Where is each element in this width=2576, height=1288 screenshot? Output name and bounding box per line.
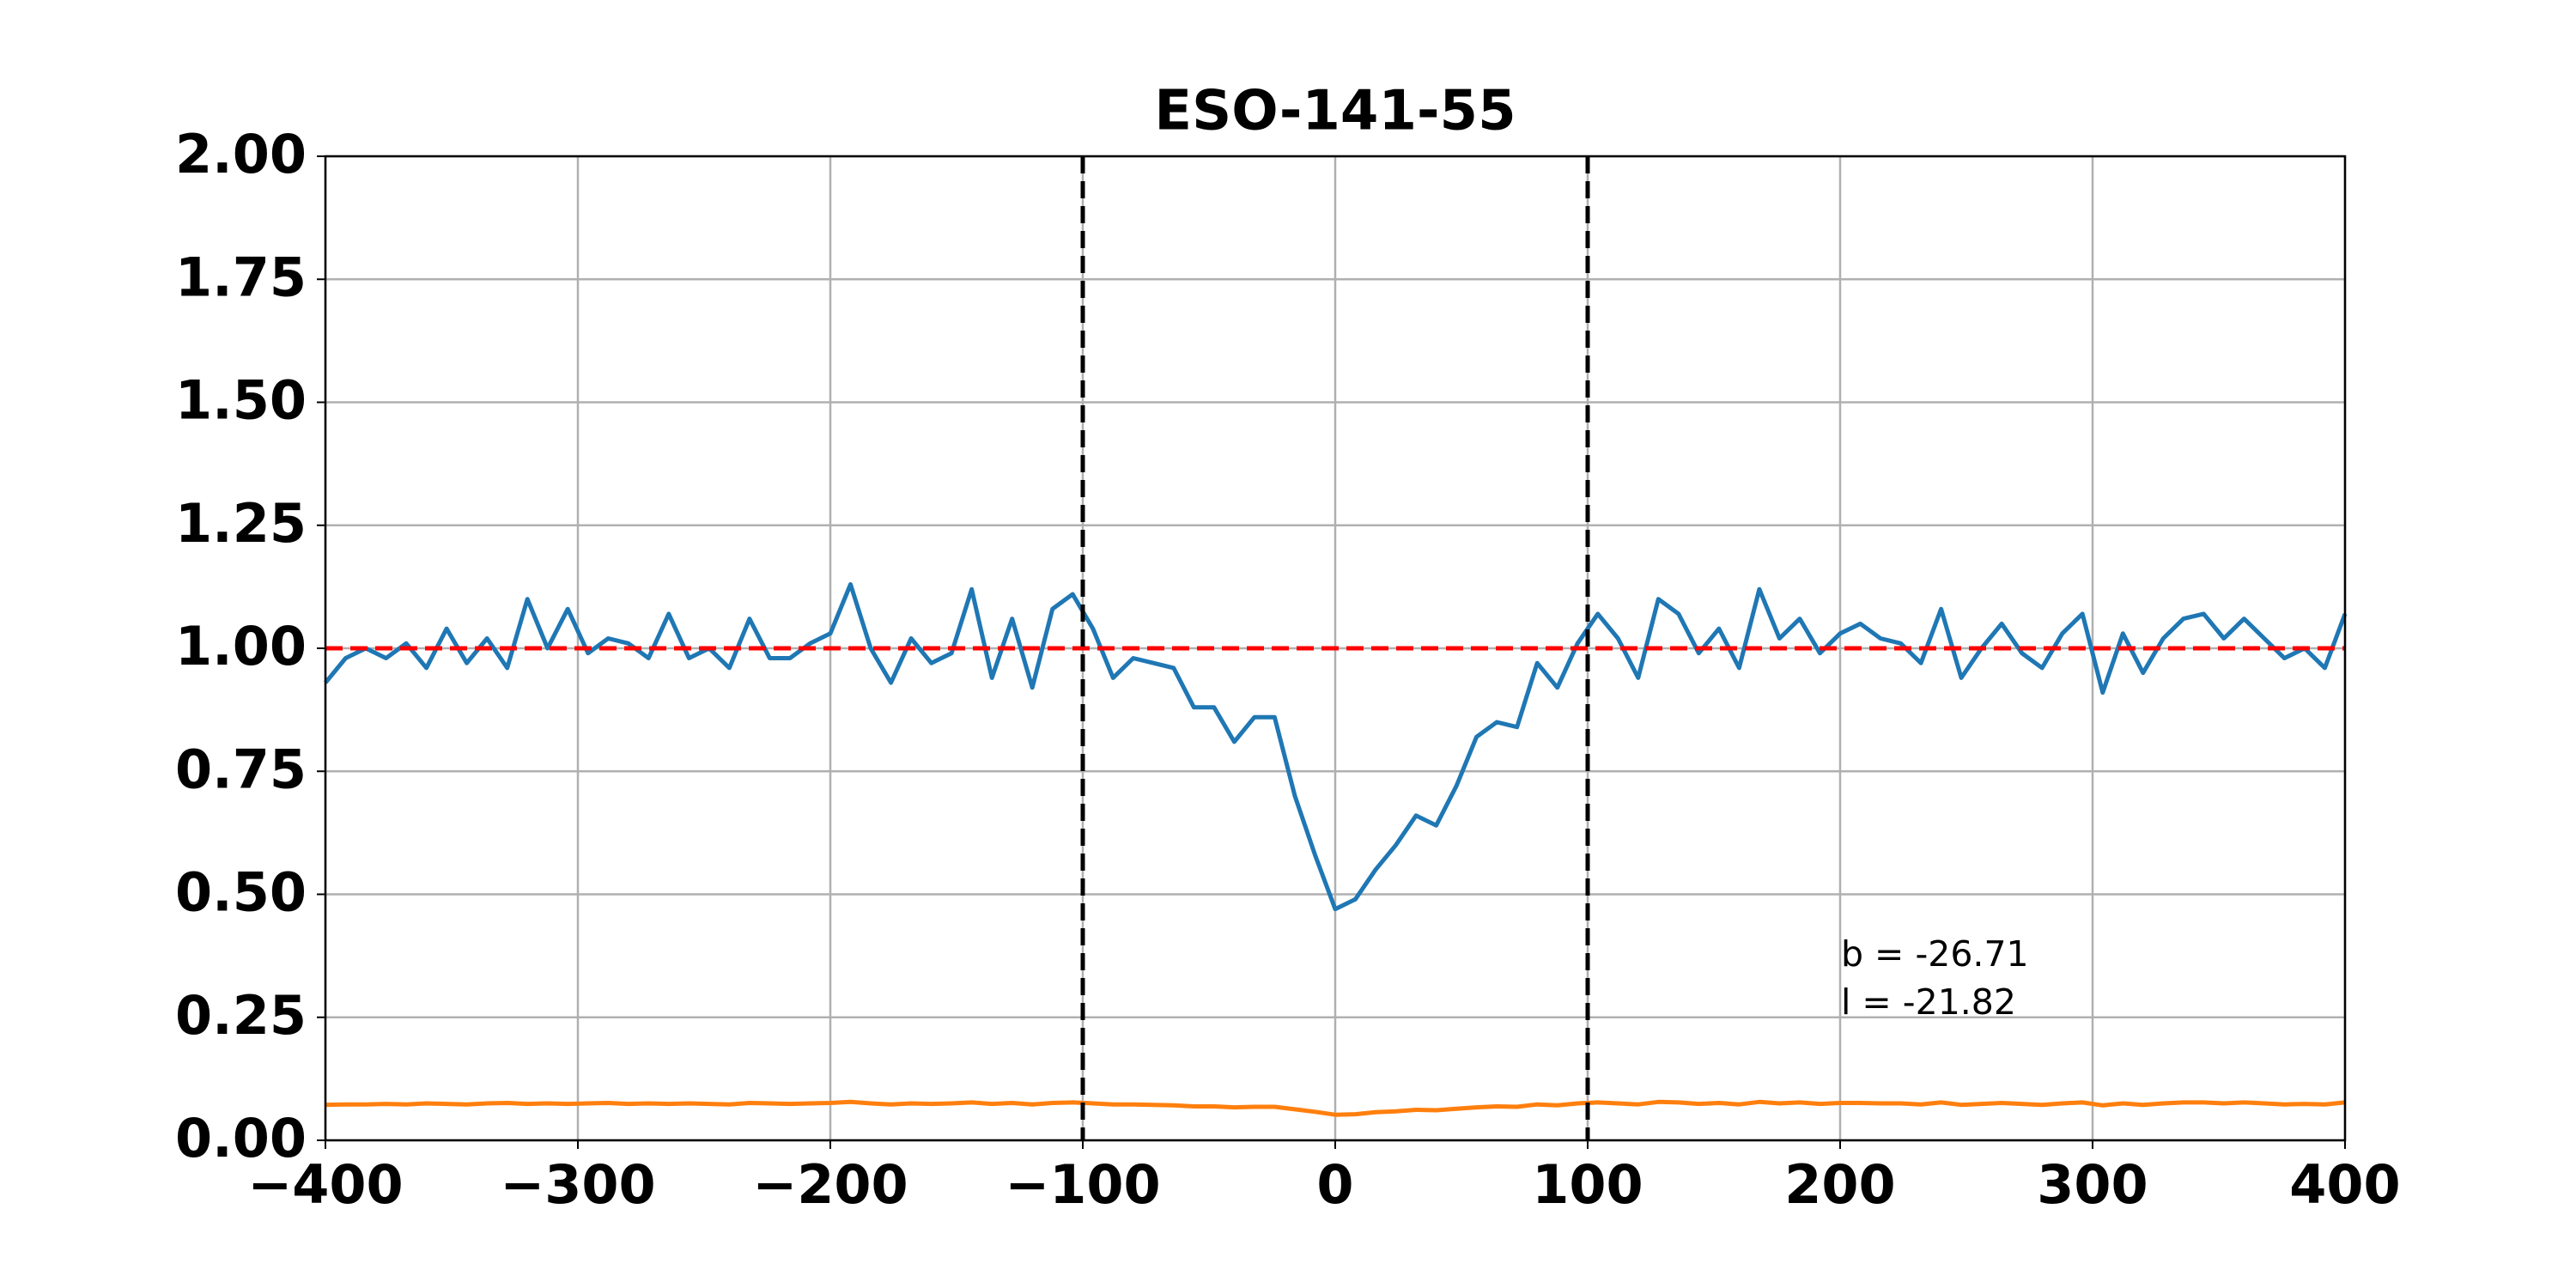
y-tick-label: 1.50	[175, 369, 307, 432]
x-tick-label: 0	[1316, 1153, 1353, 1216]
y-tick-label: 0.75	[175, 738, 307, 800]
x-tick-label: 200	[1784, 1153, 1895, 1216]
x-tick-label: −100	[1005, 1153, 1160, 1216]
annotation: l = -21.82	[1841, 981, 2016, 1023]
y-tick-label: 0.00	[175, 1107, 307, 1170]
y-tick-label: 1.75	[175, 246, 307, 308]
x-tick-label: −200	[752, 1153, 908, 1216]
y-tick-label: 0.50	[175, 861, 307, 924]
chart-title: ESO-141-55	[1154, 80, 1516, 143]
x-tick-label: −400	[247, 1153, 403, 1216]
plot-frame	[324, 155, 2347, 1142]
data-line	[324, 582, 2348, 912]
y-tick-label: 1.25	[175, 492, 307, 555]
y-tick-label: 1.00	[175, 615, 307, 677]
x-tick-label: 300	[2037, 1153, 2148, 1216]
x-tick-label: −300	[500, 1153, 655, 1216]
x-tick-label: 100	[1532, 1153, 1643, 1216]
y-tick-label: 0.25	[175, 984, 307, 1047]
annotation: b = -26.71	[1841, 933, 2029, 975]
x-tick-label: 400	[2289, 1153, 2400, 1216]
data-line	[325, 1099, 2346, 1117]
y-tick-label: 2.00	[175, 123, 307, 185]
